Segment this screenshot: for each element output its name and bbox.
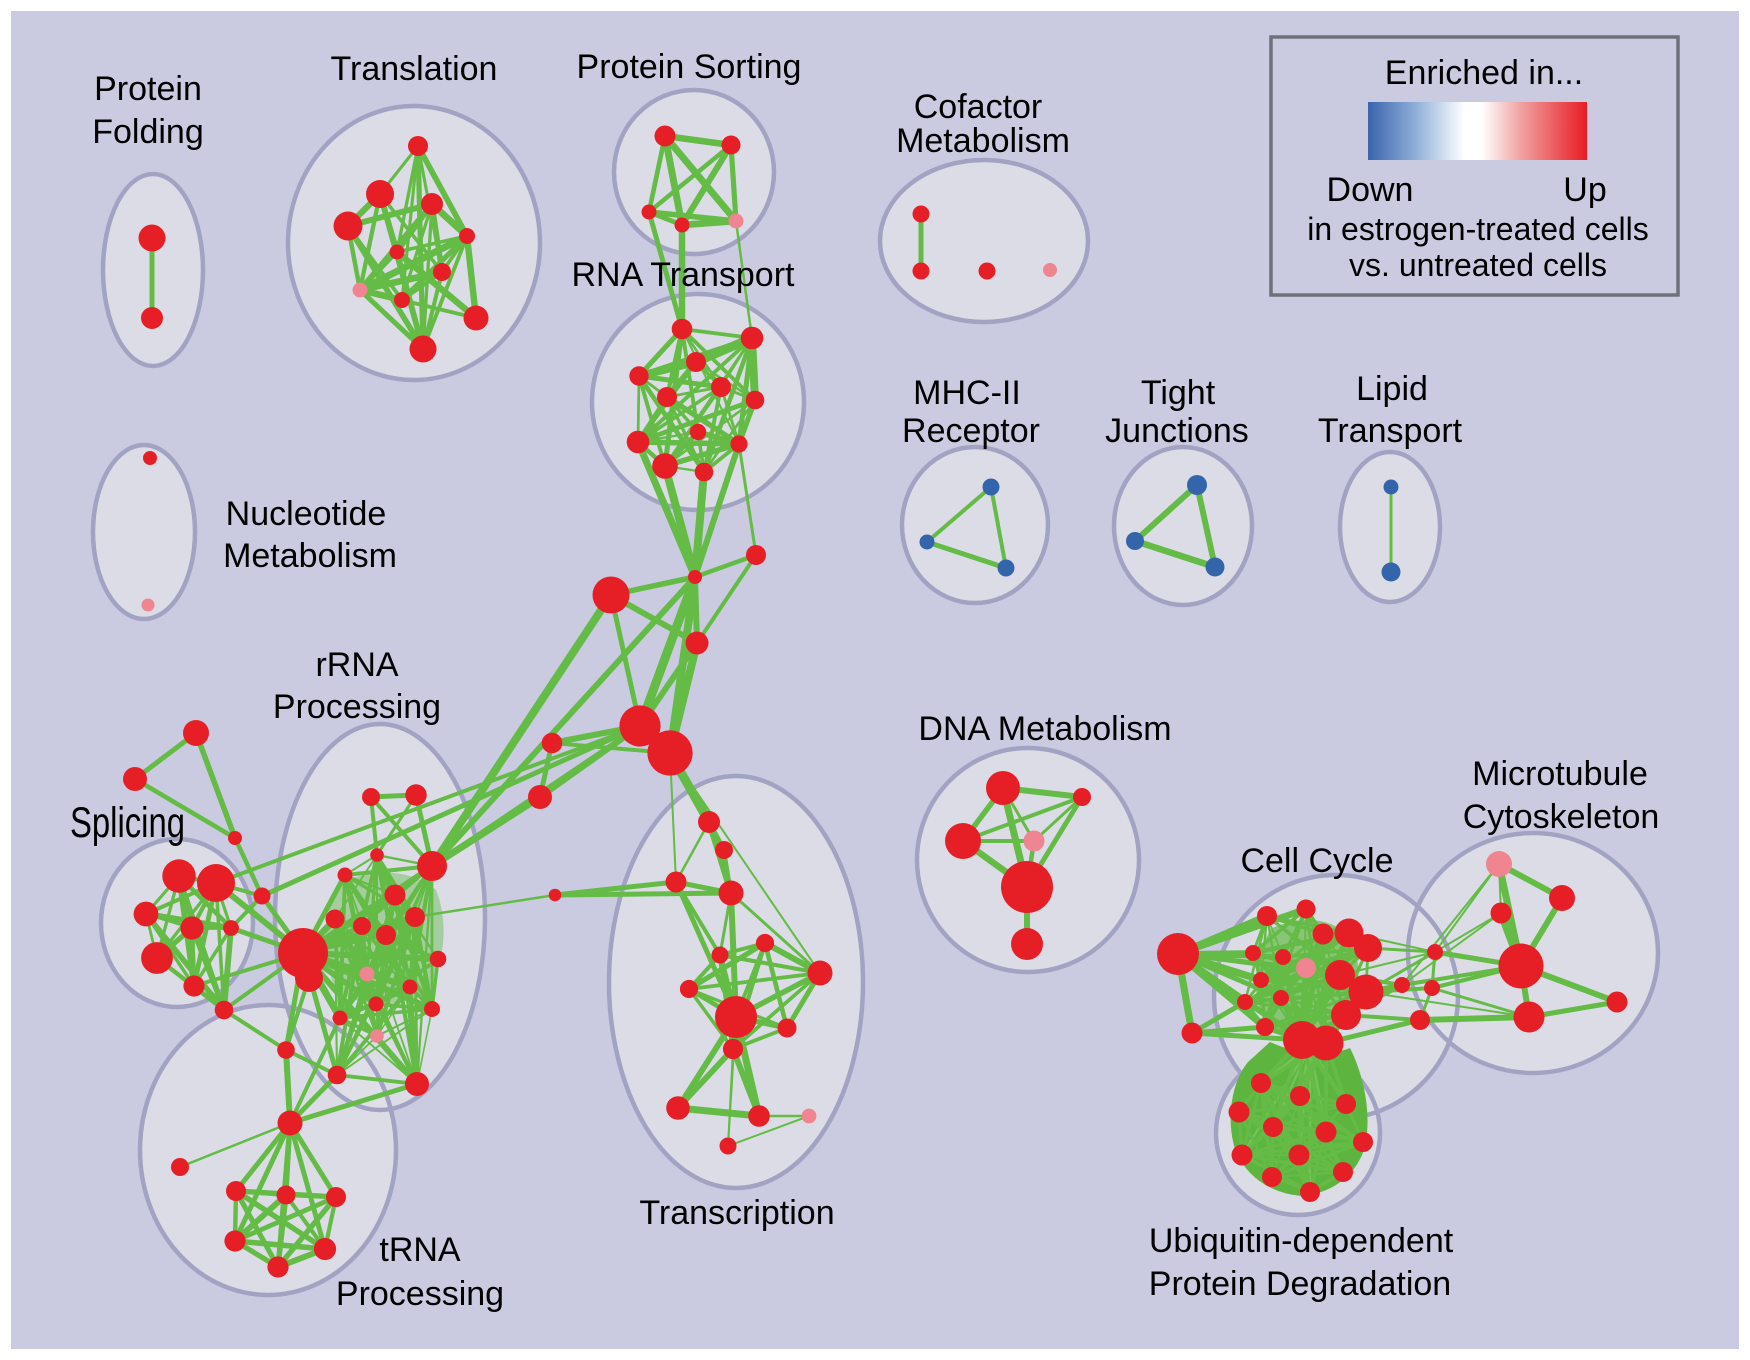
svg-text:Protein Sorting: Protein Sorting (577, 48, 802, 86)
svg-text:DNA Metabolism: DNA Metabolism (918, 710, 1171, 748)
svg-text:Microtubule: Microtubule (1472, 755, 1648, 793)
svg-text:Metabolism: Metabolism (223, 537, 397, 575)
svg-text:Cofactor: Cofactor (914, 88, 1043, 126)
svg-text:Transport: Transport (1318, 412, 1463, 450)
svg-text:Transcription: Transcription (639, 1194, 834, 1232)
svg-text:Junctions: Junctions (1105, 412, 1249, 450)
svg-text:Tight: Tight (1141, 374, 1216, 412)
svg-text:Metabolism: Metabolism (896, 122, 1070, 160)
svg-text:Translation: Translation (331, 50, 498, 88)
svg-text:tRNA: tRNA (379, 1231, 461, 1269)
svg-text:Processing: Processing (336, 1275, 504, 1313)
svg-text:Up: Up (1563, 171, 1606, 209)
svg-text:vs. untreated cells: vs. untreated cells (1349, 247, 1607, 283)
svg-text:Receptor: Receptor (902, 412, 1040, 450)
svg-text:RNA Transport: RNA Transport (572, 256, 796, 294)
svg-text:in estrogen-treated cells: in estrogen-treated cells (1307, 211, 1649, 247)
svg-text:Cytoskeleton: Cytoskeleton (1463, 798, 1660, 836)
svg-text:Processing: Processing (273, 688, 441, 726)
svg-text:Protein: Protein (94, 70, 202, 108)
svg-text:Down: Down (1327, 171, 1414, 209)
svg-text:rRNA: rRNA (315, 646, 398, 684)
svg-text:Ubiquitin-dependent: Ubiquitin-dependent (1149, 1222, 1454, 1260)
svg-text:MHC-II: MHC-II (913, 374, 1021, 412)
svg-text:Splicing: Splicing (70, 799, 185, 847)
svg-text:Folding: Folding (92, 113, 204, 151)
svg-text:Enriched in...: Enriched in... (1385, 54, 1583, 92)
svg-text:Protein Degradation: Protein Degradation (1149, 1265, 1451, 1303)
svg-text:Cell Cycle: Cell Cycle (1240, 842, 1393, 880)
svg-text:Lipid: Lipid (1356, 370, 1428, 408)
svg-text:Nucleotide: Nucleotide (226, 495, 387, 533)
